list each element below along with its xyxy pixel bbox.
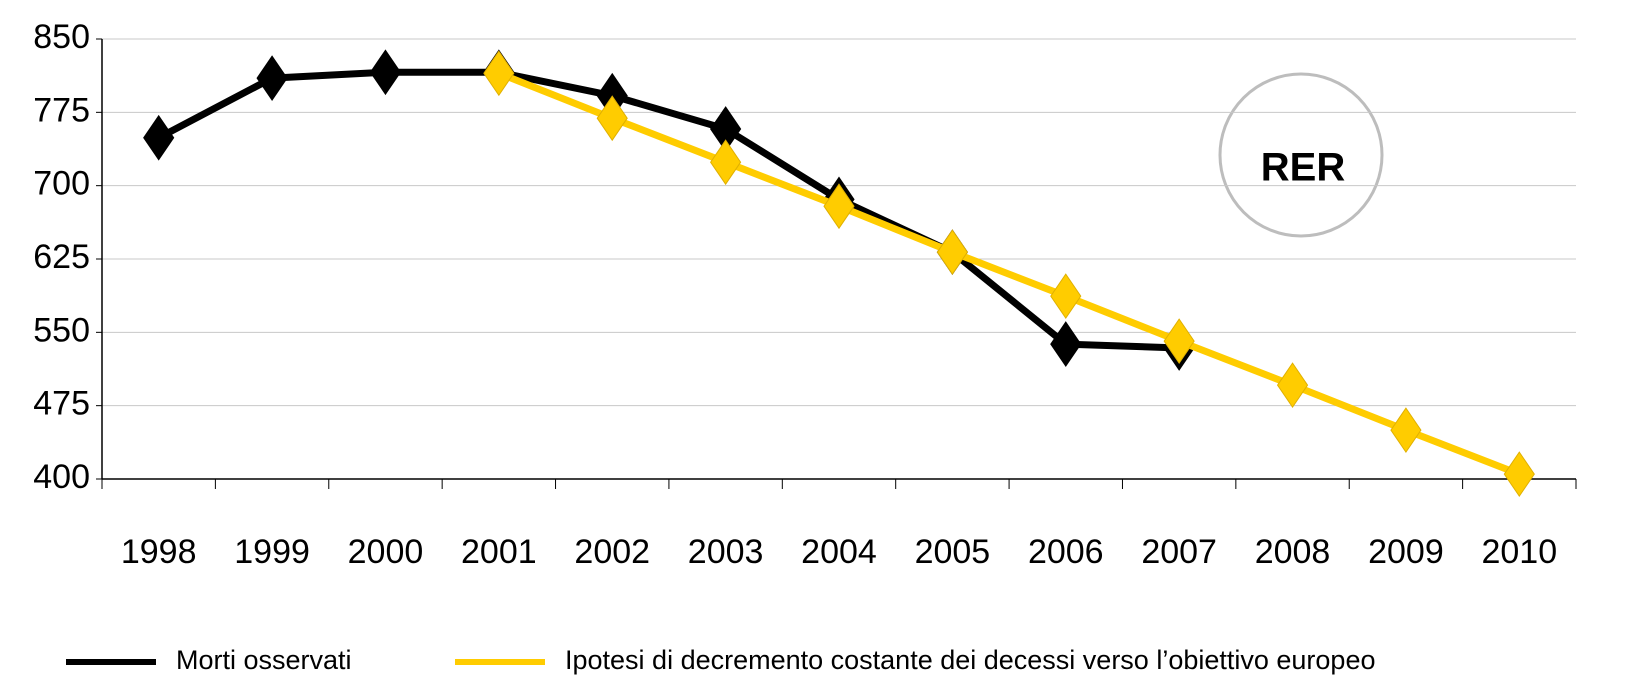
annotation-circle — [1218, 72, 1384, 238]
marker — [710, 139, 742, 186]
y-tick-label: 625 — [33, 238, 90, 276]
x-tick-label: 1998 — [121, 533, 197, 571]
marker — [1050, 273, 1082, 320]
series-line — [497, 69, 1521, 478]
y-tick-label: 400 — [33, 458, 90, 496]
x-tick-label: 2010 — [1481, 533, 1557, 571]
x-tick-label: 2001 — [461, 533, 537, 571]
marker — [1276, 362, 1309, 409]
marker — [483, 50, 515, 97]
marker — [596, 95, 628, 142]
marker — [1390, 407, 1422, 453]
annotation: RER — [1261, 146, 1346, 190]
legend-label: Morti osservati — [176, 645, 352, 675]
x-tick-label: 2008 — [1255, 533, 1331, 571]
marker — [369, 49, 402, 96]
marker — [256, 55, 288, 101]
x-tick-label: 2007 — [1141, 533, 1217, 571]
y-tick-label: 475 — [33, 385, 90, 423]
x-tick-label: 2004 — [801, 533, 877, 571]
marker — [823, 183, 855, 230]
y-tick-label: 775 — [33, 91, 90, 129]
x-tick-label: 2003 — [688, 533, 764, 571]
y-tick-label: 700 — [33, 165, 90, 203]
x-tick-label: 1999 — [234, 533, 310, 571]
series-line — [157, 68, 1180, 352]
marker — [1050, 321, 1082, 367]
y-tick-label: 550 — [33, 311, 90, 349]
marker — [936, 229, 968, 276]
x-tick-label: 2002 — [574, 533, 650, 571]
marker — [1163, 318, 1195, 365]
x-tick-label: 2000 — [348, 533, 424, 571]
x-tick-label: 2009 — [1368, 533, 1444, 571]
y-tick-label: 850 — [33, 18, 90, 56]
x-tick-label: 2006 — [1028, 533, 1104, 571]
legend-label: Ipotesi di decremento costante dei deces… — [565, 645, 1375, 675]
marker — [143, 114, 175, 161]
x-tick-label: 2005 — [915, 533, 991, 571]
marker — [1503, 451, 1535, 497]
